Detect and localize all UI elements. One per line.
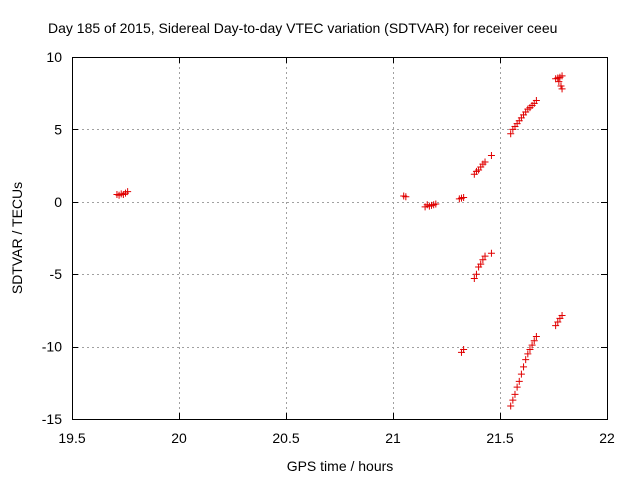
y-tick-label: 0	[54, 194, 62, 210]
x-tick-label: 21	[385, 430, 401, 446]
y-tick-label: -10	[42, 339, 62, 355]
data-point	[488, 250, 495, 257]
y-tick-label: 5	[54, 121, 62, 137]
y-tick-labels: -15 -10 -5 0 5 10	[42, 49, 62, 427]
data-point	[520, 363, 527, 370]
x-axis-label: GPS time / hours	[287, 458, 394, 474]
sdtvar-scatter-chart: 19.5 20 20.5 21 21.5 22 -15 -10 -5 0 5 10 Day 185 …	[0, 0, 640, 480]
data-point	[518, 371, 525, 378]
y-tick-label: -5	[50, 266, 63, 282]
data-point	[488, 152, 495, 159]
x-tick-label: 20.5	[272, 430, 299, 446]
x-tick-label: 19.5	[58, 430, 85, 446]
grid-lines	[72, 57, 607, 419]
x-tick-labels: 19.5 20 20.5 21 21.5 22	[58, 430, 615, 446]
data-points	[113, 72, 565, 409]
x-tick-label: 22	[599, 430, 615, 446]
x-tick-label: 21.5	[486, 430, 513, 446]
y-tick-label: -15	[42, 411, 62, 427]
y-axis-label: SDTVAR / TECUs	[9, 182, 25, 294]
y-tick-label: 10	[46, 49, 62, 65]
chart-title: Day 185 of 2015, Sidereal Day-to-day VTE…	[48, 20, 557, 36]
axis-ticks	[72, 57, 608, 420]
x-tick-label: 20	[171, 430, 187, 446]
